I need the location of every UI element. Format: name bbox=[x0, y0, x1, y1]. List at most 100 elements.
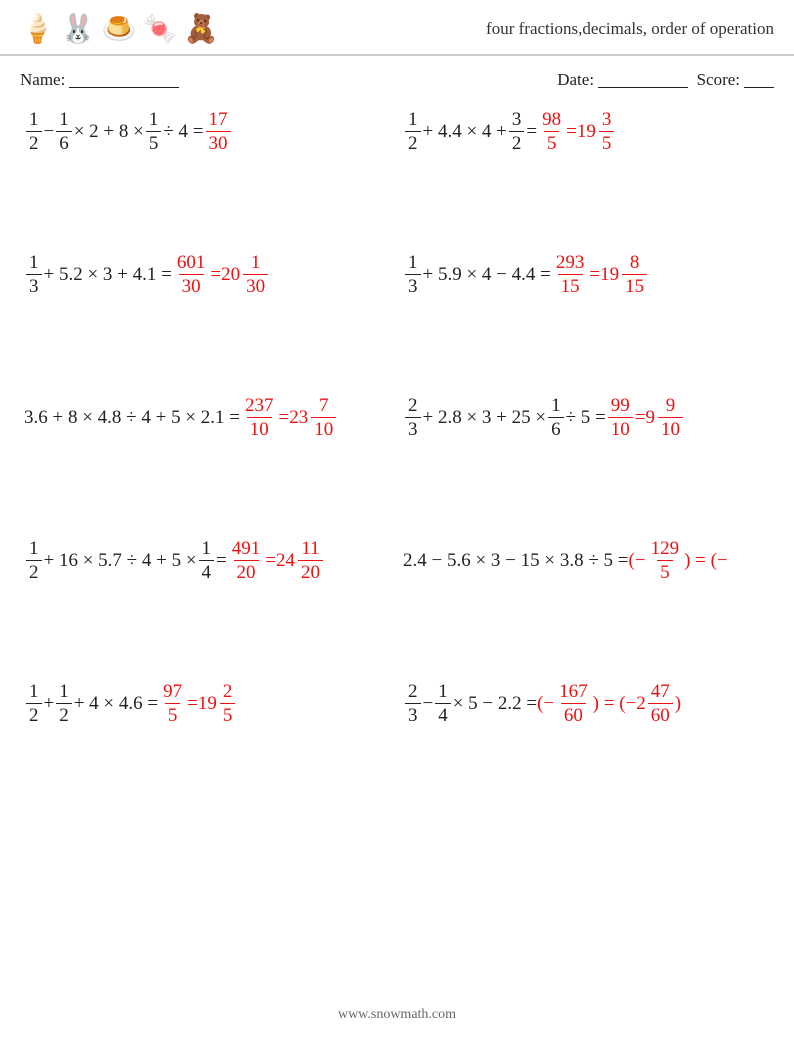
expr-text: ÷ 5 = bbox=[566, 407, 606, 429]
fraction: 23710 bbox=[242, 396, 277, 439]
header-icon: 🍮 bbox=[102, 12, 137, 46]
problem-row: 12 − 16 × 2 + 8 × 15 ÷ 4 = 173012 + 4.4 … bbox=[24, 110, 770, 153]
expr-text: 2.4 − 5.6 × 3 − 15 × 3.8 ÷ 5 = bbox=[403, 550, 629, 572]
fraction: 910 bbox=[658, 396, 683, 439]
header-icons: 🍦🐰🍮🍬🧸 bbox=[20, 12, 218, 46]
mixed-number: 1935 bbox=[577, 110, 617, 153]
header-icon: 🧸 bbox=[184, 12, 219, 46]
date-label: Date: bbox=[557, 70, 594, 90]
fraction: 23 bbox=[405, 396, 421, 439]
fraction: 1120 bbox=[298, 539, 323, 582]
expr-text: = bbox=[216, 550, 227, 572]
mixed-number: 23710 bbox=[289, 396, 338, 439]
expr-text: = bbox=[279, 407, 290, 429]
problem-cell: 3.6 + 8 × 4.8 ÷ 4 + 5 × 2.1 = 23710 = 23… bbox=[24, 396, 391, 439]
expr-text: = bbox=[265, 550, 276, 572]
expr-text: = bbox=[635, 407, 646, 429]
problem-cell: 13 + 5.2 × 3 + 4.1 = 60130 = 20130 bbox=[24, 253, 391, 296]
fraction: 16 bbox=[56, 110, 72, 153]
score-label: Score: bbox=[697, 70, 740, 90]
problem-row: 3.6 + 8 × 4.8 ÷ 4 + 5 × 2.1 = 23710 = 23… bbox=[24, 396, 770, 439]
expr-text: + 4 × 4.6 = bbox=[74, 693, 158, 715]
fraction: 35 bbox=[599, 110, 615, 153]
expr-text: × 5 − 2.2 = bbox=[453, 693, 537, 715]
fraction: 130 bbox=[243, 253, 268, 296]
fraction: 710 bbox=[311, 396, 336, 439]
expr-text: 3.6 + 8 × 4.8 ÷ 4 + 5 × 2.1 = bbox=[24, 407, 240, 429]
header-icon: 🐰 bbox=[61, 12, 96, 46]
fraction: 1295 bbox=[648, 539, 683, 582]
fraction: 985 bbox=[539, 110, 564, 153]
expr-text: + 2.8 × 3 + 25 × bbox=[423, 407, 547, 429]
problem-cell: 12 + 4.4 × 4 + 32 = 985 = 1935 bbox=[403, 110, 770, 153]
fraction: 23 bbox=[405, 682, 421, 725]
expr-text: − bbox=[423, 693, 434, 715]
mixed-number: 241120 bbox=[276, 539, 325, 582]
problem-cell: 23 + 2.8 × 3 + 25 × 16 ÷ 5 = 9910 = 9910 bbox=[403, 396, 770, 439]
fraction: 60130 bbox=[174, 253, 209, 296]
expr-text: + 4.4 × 4 + bbox=[423, 121, 507, 143]
problem-cell: 12 − 16 × 2 + 8 × 15 ÷ 4 = 1730 bbox=[24, 110, 391, 153]
worksheet-body: 12 − 16 × 2 + 8 × 15 ÷ 4 = 173012 + 4.4 … bbox=[0, 90, 794, 725]
expr-text: = bbox=[589, 264, 600, 286]
expr-text: + 16 × 5.7 ÷ 4 + 5 × bbox=[44, 550, 197, 572]
fraction: 16760 bbox=[556, 682, 591, 725]
problem-cell: 12 + 16 × 5.7 ÷ 4 + 5 × 14 = 49120 = 241… bbox=[24, 539, 391, 582]
fraction: 12 bbox=[26, 682, 42, 725]
fraction: 15 bbox=[146, 110, 162, 153]
problem-cell: 13 + 5.9 × 4 − 4.4 = 29315 = 19815 bbox=[403, 253, 770, 296]
expr-text: ) = (−2 bbox=[593, 693, 646, 715]
expr-text: − bbox=[44, 121, 55, 143]
problem-cell: 12 + 12 + 4 × 4.6 = 975 = 1925 bbox=[24, 682, 391, 725]
fraction: 12 bbox=[26, 110, 42, 153]
fraction: 25 bbox=[220, 682, 236, 725]
worksheet-header: 🍦🐰🍮🍬🧸 four fractions,decimals, order of … bbox=[0, 0, 794, 56]
problem-cell: 2.4 − 5.6 × 3 − 15 × 3.8 ÷ 5 = (−1295) =… bbox=[403, 539, 770, 582]
mixed-number: 9910 bbox=[646, 396, 686, 439]
expr-text: ÷ 4 = bbox=[163, 121, 203, 143]
fraction: 1730 bbox=[206, 110, 231, 153]
fraction: 32 bbox=[509, 110, 525, 153]
header-icon: 🍦 bbox=[20, 12, 55, 46]
meta-row: Name: Date: Score: bbox=[0, 56, 794, 90]
worksheet-title: four fractions,decimals, order of operat… bbox=[486, 19, 774, 39]
problem-row: 13 + 5.2 × 3 + 4.1 = 60130 = 2013013 + 5… bbox=[24, 253, 770, 296]
problem-cell: 23 − 14 × 5 − 2.2 = (−16760) = (−24760) bbox=[403, 682, 770, 725]
expr-text: (− bbox=[537, 693, 554, 715]
fraction: 12 bbox=[56, 682, 72, 725]
fraction: 14 bbox=[435, 682, 451, 725]
fraction: 29315 bbox=[553, 253, 588, 296]
date-blank[interactable] bbox=[598, 70, 688, 88]
fraction: 12 bbox=[405, 110, 421, 153]
expr-text: + bbox=[44, 693, 55, 715]
fraction: 16 bbox=[548, 396, 564, 439]
problem-row: 12 + 12 + 4 × 4.6 = 975 = 1925 23 − 14 × … bbox=[24, 682, 770, 725]
problem-row: 12 + 16 × 5.7 ÷ 4 + 5 × 14 = 49120 = 241… bbox=[24, 539, 770, 582]
expr-text: (− bbox=[629, 550, 646, 572]
mixed-number: 1925 bbox=[198, 682, 238, 725]
footer-url: www.snowmath.com bbox=[0, 1007, 794, 1023]
fraction: 14 bbox=[199, 539, 215, 582]
fraction: 12 bbox=[26, 539, 42, 582]
name-blank[interactable] bbox=[69, 70, 179, 88]
fraction: 13 bbox=[26, 253, 42, 296]
expr-text: ) = (− bbox=[684, 550, 728, 572]
expr-text: = bbox=[210, 264, 221, 286]
expr-text: + 5.9 × 4 − 4.4 = bbox=[423, 264, 551, 286]
header-icon: 🍬 bbox=[143, 12, 178, 46]
expr-text: = bbox=[187, 693, 198, 715]
fraction: 13 bbox=[405, 253, 421, 296]
score-blank[interactable] bbox=[744, 70, 774, 88]
fraction: 815 bbox=[622, 253, 647, 296]
fraction: 975 bbox=[160, 682, 185, 725]
mixed-number: 20130 bbox=[221, 253, 270, 296]
expr-text: ) bbox=[675, 693, 681, 715]
fraction: 4760 bbox=[648, 682, 673, 725]
name-label: Name: bbox=[20, 70, 65, 90]
expr-text: = bbox=[566, 121, 577, 143]
expr-text: × 2 + 8 × bbox=[74, 121, 144, 143]
expr-text: = bbox=[526, 121, 537, 143]
fraction: 49120 bbox=[229, 539, 264, 582]
fraction: 9910 bbox=[608, 396, 633, 439]
mixed-number: 19815 bbox=[600, 253, 649, 296]
